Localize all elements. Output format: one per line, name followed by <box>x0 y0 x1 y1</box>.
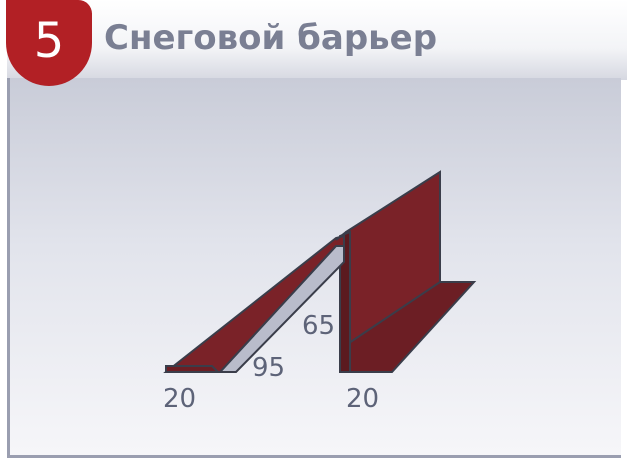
front-vertical-face <box>339 230 351 373</box>
page-title: Снеговой барьер <box>104 18 438 58</box>
slope-dimension: 95 <box>252 353 285 383</box>
ridge-line <box>335 231 347 241</box>
right-flange-dimension: 20 <box>346 384 379 414</box>
step-number-badge <box>6 0 92 86</box>
header-strip <box>7 0 627 80</box>
height-dimension: 65 <box>302 311 335 341</box>
left-flange-dimension: 20 <box>163 384 196 414</box>
outer-slope-face <box>163 234 345 373</box>
left-flange <box>165 365 221 373</box>
step-number: 5 <box>33 13 65 69</box>
